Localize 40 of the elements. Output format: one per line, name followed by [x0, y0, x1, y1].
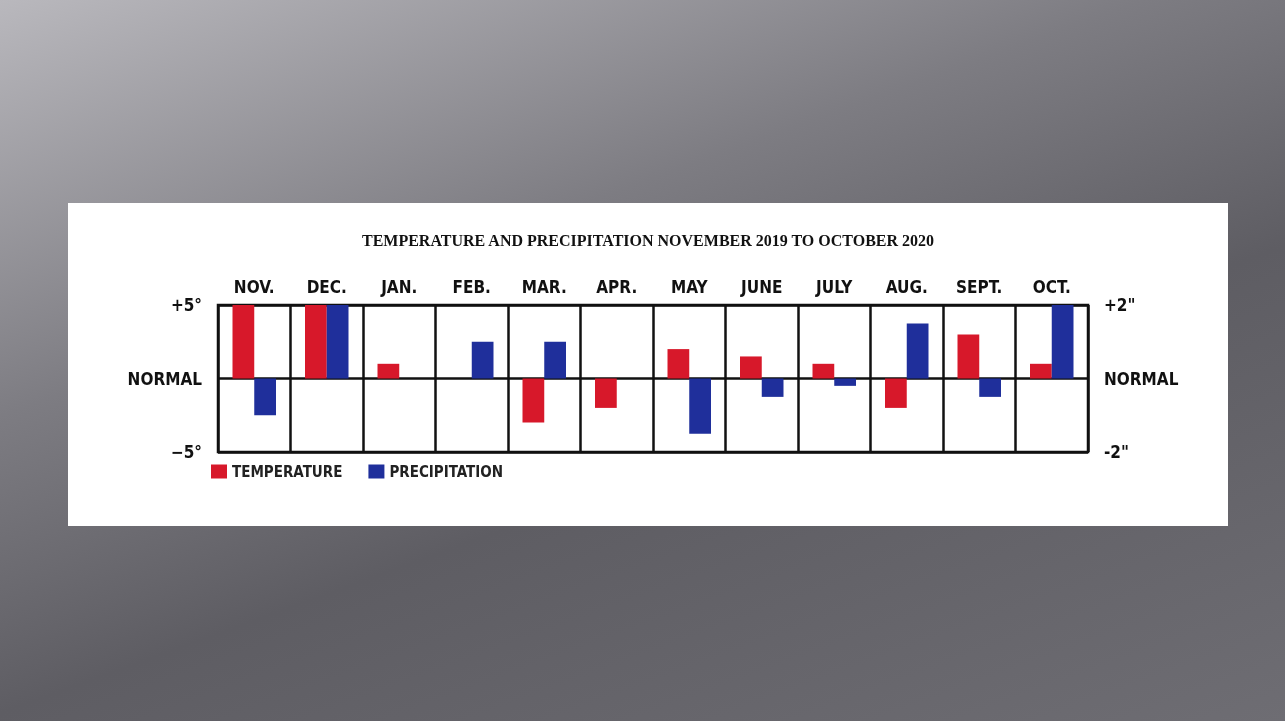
y2-tick-label: +2"	[1104, 295, 1136, 315]
y-tick-label: +5°	[170, 295, 202, 315]
y-tick-label: NORMAL	[127, 368, 203, 389]
y2-tick-label: -2"	[1104, 442, 1129, 462]
x-tick-label: JAN.	[380, 276, 418, 297]
x-tick-label: MAR.	[521, 276, 567, 297]
legend-label: TEMPERATURE	[232, 462, 343, 481]
y-tick-label: −5°	[170, 442, 202, 462]
bar	[377, 363, 400, 379]
x-tick-label: DEC.	[306, 276, 347, 297]
bar	[471, 341, 494, 379]
bar	[667, 349, 690, 379]
bar	[1030, 363, 1052, 379]
x-tick-label: SEPT.	[956, 276, 1003, 297]
legend-label: PRECIPITATION	[389, 462, 504, 481]
chart-title: TEMPERATURE AND PRECIPITATION NOVEMBER 2019 TO OCTOBER 2020	[361, 231, 935, 249]
bar	[885, 378, 907, 408]
bar	[979, 378, 1001, 397]
x-tick-label: JULY	[815, 276, 854, 297]
x-tick-label: APR.	[596, 276, 638, 297]
x-tick-label: AUG.	[885, 276, 928, 297]
x-tick-label: NOV.	[233, 276, 275, 297]
x-tick-label: FEB.	[452, 276, 491, 297]
bar	[834, 378, 856, 386]
bar	[1051, 305, 1074, 379]
bar	[232, 305, 255, 379]
x-tick-label: OCT.	[1032, 276, 1071, 297]
bar	[812, 363, 835, 379]
bar	[544, 341, 566, 379]
bar	[522, 378, 545, 423]
y2-tick-label: NORMAL	[1104, 368, 1179, 389]
x-tick-label: JUNE	[740, 276, 783, 297]
bar	[761, 378, 784, 397]
bar	[595, 378, 617, 408]
bar	[740, 356, 762, 379]
bar	[957, 334, 980, 379]
bar	[906, 323, 929, 379]
bar	[254, 378, 276, 416]
x-tick-label: MAY	[670, 276, 709, 297]
bar	[689, 378, 711, 434]
